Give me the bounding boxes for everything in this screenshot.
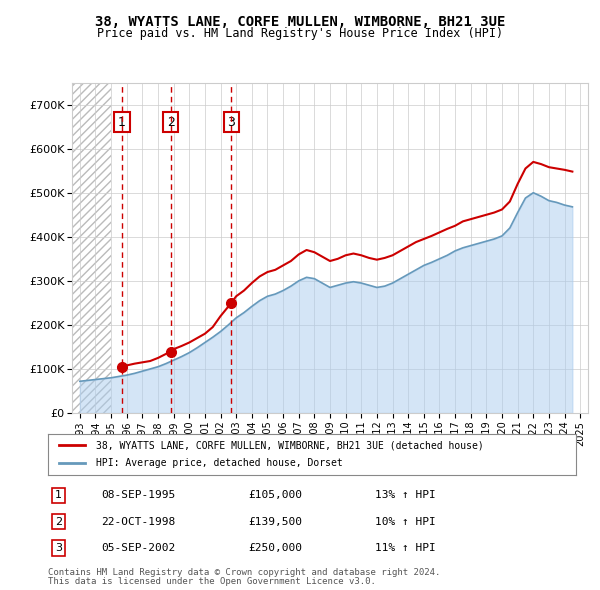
- Text: 3: 3: [227, 116, 235, 129]
- Text: 08-SEP-1995: 08-SEP-1995: [101, 490, 175, 500]
- Text: 38, WYATTS LANE, CORFE MULLEN, WIMBORNE, BH21 3UE (detached house): 38, WYATTS LANE, CORFE MULLEN, WIMBORNE,…: [95, 440, 483, 450]
- Text: 13% ↑ HPI: 13% ↑ HPI: [376, 490, 436, 500]
- Text: 2: 2: [55, 517, 62, 527]
- Text: 38, WYATTS LANE, CORFE MULLEN, WIMBORNE, BH21 3UE: 38, WYATTS LANE, CORFE MULLEN, WIMBORNE,…: [95, 15, 505, 29]
- Text: £250,000: £250,000: [248, 543, 302, 553]
- Text: 2: 2: [167, 116, 175, 129]
- Text: Price paid vs. HM Land Registry's House Price Index (HPI): Price paid vs. HM Land Registry's House …: [97, 27, 503, 40]
- Text: 3: 3: [55, 543, 62, 553]
- Text: This data is licensed under the Open Government Licence v3.0.: This data is licensed under the Open Gov…: [48, 577, 376, 586]
- Text: Contains HM Land Registry data © Crown copyright and database right 2024.: Contains HM Land Registry data © Crown c…: [48, 568, 440, 576]
- Text: 11% ↑ HPI: 11% ↑ HPI: [376, 543, 436, 553]
- Text: £105,000: £105,000: [248, 490, 302, 500]
- Text: 1: 1: [118, 116, 126, 129]
- Text: 1: 1: [55, 490, 62, 500]
- Text: £139,500: £139,500: [248, 517, 302, 527]
- Text: HPI: Average price, detached house, Dorset: HPI: Average price, detached house, Dors…: [95, 458, 342, 468]
- Text: 22-OCT-1998: 22-OCT-1998: [101, 517, 175, 527]
- Text: 10% ↑ HPI: 10% ↑ HPI: [376, 517, 436, 527]
- Text: 05-SEP-2002: 05-SEP-2002: [101, 543, 175, 553]
